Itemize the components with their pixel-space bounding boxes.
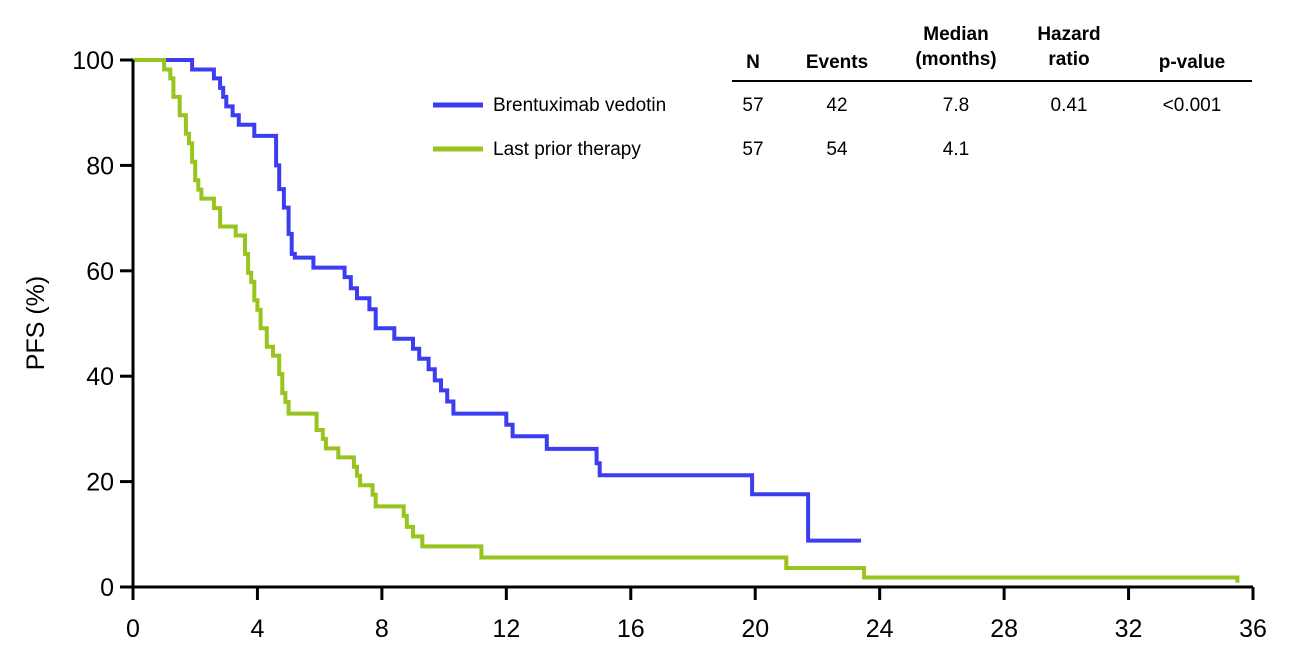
y-tick-label: 80 (86, 152, 114, 180)
y-tick-label: 60 (86, 258, 114, 286)
table-header: ratio (1048, 49, 1089, 70)
table-cell: 57 (742, 95, 763, 116)
table-header: (months) (915, 49, 996, 70)
x-tick-label: 12 (492, 615, 520, 643)
y-axis-title: PFS (%) (22, 276, 50, 370)
table-cell: 4.1 (943, 139, 969, 160)
x-tick-label: 16 (617, 615, 645, 643)
table-cell: 42 (826, 95, 847, 116)
y-tick-label: 0 (100, 574, 114, 602)
table-cell: 57 (742, 139, 763, 160)
legend-label: Last prior therapy (493, 139, 641, 160)
x-tick-label: 32 (1115, 615, 1143, 643)
table-cell: 0.41 (1051, 95, 1088, 116)
x-tick-label: 0 (126, 615, 140, 643)
axes (131, 60, 1253, 589)
x-tick-label: 20 (741, 615, 769, 643)
x-tick-label: 36 (1239, 615, 1267, 643)
table-header: p-value (1159, 52, 1226, 73)
table-cell: <0.001 (1163, 95, 1222, 116)
x-tick-label: 24 (866, 615, 894, 643)
x-tick-label: 28 (990, 615, 1018, 643)
table-header: Hazard (1037, 24, 1100, 45)
survival-curves (133, 58, 1240, 583)
legend-label: Brentuximab vedotin (493, 95, 666, 116)
summary-table: N Events Median (months) Hazard ratio p-value B… (433, 24, 1252, 160)
table-header: Events (806, 52, 868, 73)
table-cell: 7.8 (943, 95, 969, 116)
y-tick-label: 20 (86, 469, 114, 497)
ticks: 0 4 8 12 16 20 24 28 32 36 0 20 40 60 80 100 (72, 47, 1267, 643)
y-tick-label: 100 (72, 47, 114, 75)
series-line-1 (133, 58, 861, 543)
series-line-2 (133, 58, 1240, 583)
table-header: N (746, 52, 760, 73)
x-tick-label: 8 (375, 615, 389, 643)
x-tick-label: 4 (250, 615, 264, 643)
table-cell: 54 (826, 139, 848, 160)
table-header: Median (923, 24, 988, 45)
y-tick-label: 40 (86, 363, 114, 391)
